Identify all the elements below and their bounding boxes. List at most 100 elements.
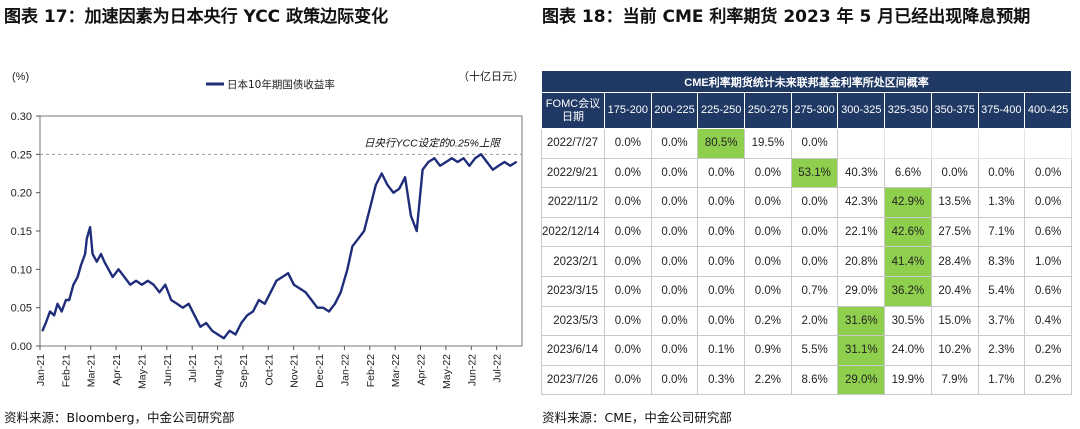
- probability-cell: 0.0%: [744, 157, 792, 189]
- series-point: [263, 302, 266, 305]
- ycc-cap-annotation: 日央行YCC设定的0.25%上限: [364, 137, 501, 149]
- series-point: [486, 161, 488, 163]
- highest-probability-cell: 80.5%: [697, 128, 746, 159]
- series-point: [293, 283, 295, 286]
- probability-cell: 0.0%: [650, 216, 699, 248]
- fomc-date-cell: 2023/3/15: [541, 275, 605, 307]
- fed-funds-probability-table: CME利率期货统计未来联邦基金利率所处区间概率 FOMC会议日期 175-200 2…: [541, 70, 1072, 396]
- x-tick-label: Feb-22: [365, 354, 377, 387]
- fomc-date-cell: 2022/11/2: [541, 187, 605, 218]
- y-tick-label: 0.10: [11, 264, 32, 276]
- table-row: 2022/11/2 0.0% 0.0% 0.0% 0.0% 0.0% 42.3% 42.9% 1…: [541, 187, 1072, 218]
- header-range-7: 325-350: [884, 92, 932, 129]
- probability-cell: 19.5%: [744, 128, 792, 159]
- probability-cell: 42.3%: [837, 187, 886, 218]
- series-point: [363, 230, 365, 232]
- series-point: [351, 245, 354, 248]
- probability-cell: 0.0%: [604, 364, 652, 396]
- series-point: [100, 253, 102, 255]
- x-tick-label: Feb-21: [60, 354, 72, 387]
- series-point: [298, 287, 301, 290]
- series-point: [141, 283, 143, 286]
- table-caption-row: CME利率期货统计未来联邦基金利率所处区间概率: [541, 70, 1072, 93]
- probability-cell: 0.9%: [744, 335, 792, 366]
- fomc-date-cell: 2022/7/27: [541, 128, 605, 159]
- probability-cell: 0.0%: [1024, 187, 1072, 218]
- probability-cell: 0.2%: [1024, 335, 1072, 366]
- legend-label: 日本10年期国债收益率: [227, 78, 335, 91]
- series-point: [135, 279, 138, 282]
- probability-cell: [930, 128, 979, 159]
- highest-probability-cell: 36.2%: [884, 275, 932, 307]
- fomc-date-cell: 2023/5/3: [541, 305, 605, 337]
- x-tick-label: Nov-21: [289, 354, 301, 388]
- series-point: [334, 302, 336, 305]
- series-point: [462, 157, 465, 160]
- x-tick-label: May-22: [441, 354, 453, 389]
- probability-cell: 7.1%: [977, 216, 1026, 248]
- series-point: [199, 325, 202, 328]
- probability-cell: [884, 128, 932, 159]
- series-point: [95, 260, 98, 263]
- table-header-row: FOMC会议日期 175-200 200-225 225-250 250-275 275-…: [541, 92, 1072, 129]
- probability-cell: 0.0%: [650, 187, 699, 218]
- probability-cell: 8.3%: [977, 246, 1026, 277]
- probability-cell: 1.3%: [977, 187, 1026, 218]
- series-point: [152, 283, 155, 286]
- x-tick-label: Apr-21: [111, 354, 123, 386]
- probability-cell: 13.5%: [930, 187, 979, 218]
- probability-cell: 3.7%: [977, 305, 1026, 337]
- probability-cell: 0.0%: [650, 275, 699, 307]
- probability-cell: 0.0%: [790, 128, 839, 159]
- probability-cell: 40.3%: [837, 157, 886, 189]
- probability-cell: 30.5%: [884, 305, 932, 337]
- series-point: [491, 168, 494, 171]
- probability-cell: 0.4%: [1024, 305, 1072, 337]
- y-tick-label: 0.15: [11, 226, 32, 238]
- right-table-title: 图表 18：当前 CME 利率期货 2023 年 5 月已经出现降息预期: [542, 7, 1031, 27]
- series-point: [205, 322, 208, 324]
- series-point: [252, 310, 254, 313]
- probability-cell: 0.0%: [604, 216, 652, 248]
- series-point: [158, 291, 161, 294]
- x-tick-label: Jan-22: [339, 354, 351, 386]
- table-row: 2023/5/3 0.0% 0.0% 0.0% 0.2% 2.0% 31.6% 30.5% 15…: [541, 305, 1072, 337]
- series-point: [515, 161, 518, 163]
- y-tick-label: 0.05: [11, 303, 32, 315]
- series-point: [468, 164, 471, 167]
- series-point: [193, 314, 196, 317]
- x-tick-label: Jul-22: [492, 354, 504, 383]
- probability-cell: 8.6%: [790, 364, 839, 396]
- probability-cell: 0.0%: [744, 275, 792, 307]
- probability-cell: 0.0%: [604, 187, 652, 218]
- probability-cell: 1.0%: [1024, 246, 1072, 277]
- series-point: [176, 302, 178, 305]
- probability-cell: 0.0%: [744, 246, 792, 277]
- series-point: [187, 302, 190, 305]
- header-range-10: 400-425: [1024, 92, 1072, 129]
- series-point: [404, 176, 406, 179]
- y-tick-label: 0.00: [11, 341, 32, 353]
- series-point: [49, 310, 51, 313]
- series-point: [60, 310, 63, 313]
- probability-cell: 0.0%: [650, 128, 699, 159]
- series-point: [217, 333, 219, 336]
- probability-cell: 0.0%: [697, 246, 746, 277]
- series-point: [117, 268, 120, 271]
- series-point: [234, 333, 237, 336]
- series-points: [41, 153, 518, 340]
- probability-cell: 0.0%: [697, 275, 746, 307]
- x-tick-label: Oct-21: [263, 354, 275, 386]
- fomc-date-cell: 2022/9/21: [541, 157, 605, 189]
- series-point: [44, 322, 47, 324]
- series-point: [222, 337, 225, 340]
- series-point: [65, 299, 67, 301]
- series-point: [380, 172, 383, 175]
- series-point: [85, 237, 88, 240]
- series-point: [275, 279, 278, 282]
- probability-cell: 0.2%: [744, 305, 792, 337]
- probability-cell: 7.9%: [930, 364, 979, 396]
- series-point: [357, 237, 360, 240]
- probability-cell: 0.0%: [697, 305, 746, 337]
- series-point: [269, 291, 272, 294]
